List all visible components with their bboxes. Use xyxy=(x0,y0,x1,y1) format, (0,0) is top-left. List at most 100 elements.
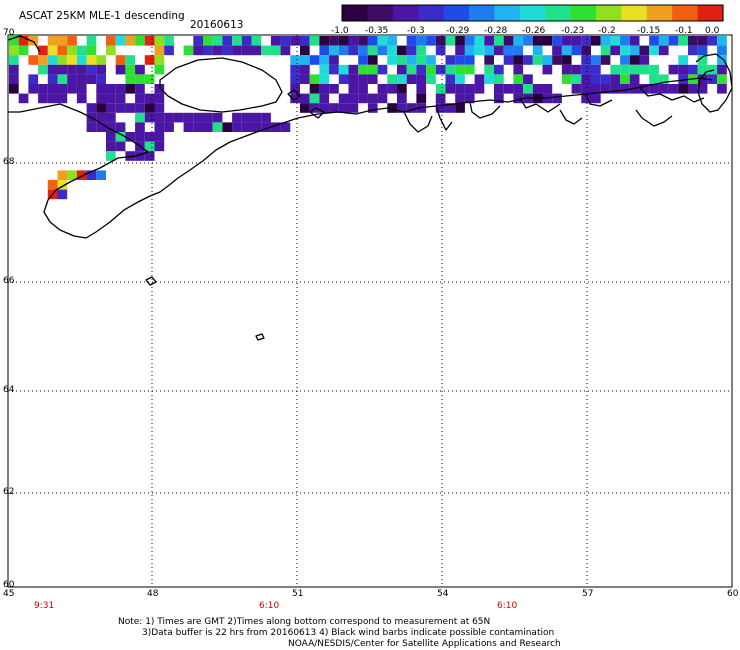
wind-cell xyxy=(358,55,368,65)
wind-cell xyxy=(629,64,640,75)
wind-cell xyxy=(717,55,727,65)
wind-cell xyxy=(115,122,126,132)
wind-cell xyxy=(494,93,504,104)
wind-cell xyxy=(561,55,572,65)
wind-cell xyxy=(57,93,68,104)
wind-cell xyxy=(76,93,87,104)
wind-cell xyxy=(241,36,252,46)
wind-cell xyxy=(329,36,339,46)
colorbar-label: -0.2 xyxy=(598,26,616,36)
wind-cell xyxy=(397,55,407,65)
wind-cell xyxy=(397,45,407,56)
wind-cell xyxy=(280,45,291,56)
wind-cell xyxy=(552,45,562,56)
wind-cell xyxy=(309,84,320,94)
wind-cell xyxy=(183,122,194,132)
colorbar-swatch xyxy=(418,5,445,21)
wind-cell xyxy=(47,74,58,84)
wind-cell xyxy=(668,84,679,94)
wind-cell xyxy=(513,74,524,84)
wind-cell xyxy=(600,36,611,46)
wind-cell xyxy=(154,84,165,94)
wind-cell xyxy=(367,64,378,75)
wind-cell xyxy=(28,36,39,46)
colorbar-label: -0.26 xyxy=(522,26,546,36)
wind-cell xyxy=(435,45,446,56)
wind-cell xyxy=(300,64,310,75)
wind-cell xyxy=(203,45,213,56)
wind-cell xyxy=(9,55,19,65)
wind-cell xyxy=(435,103,446,113)
colorbar-swatch xyxy=(494,5,521,21)
wind-cell xyxy=(358,84,368,94)
wind-cell xyxy=(183,45,194,56)
wind-cell xyxy=(280,36,291,46)
wind-cell xyxy=(38,93,48,104)
wind-cell xyxy=(135,103,145,113)
wind-cell xyxy=(319,45,330,56)
wind-cell xyxy=(591,93,601,104)
wind-cell xyxy=(154,45,165,56)
wind-cell xyxy=(513,36,524,46)
wind-cell xyxy=(125,64,136,75)
wind-cell xyxy=(135,74,145,84)
wind-cell xyxy=(426,64,436,75)
wind-cell xyxy=(125,84,136,94)
wind-cell xyxy=(164,122,174,132)
wind-cell xyxy=(67,55,77,65)
wind-cell xyxy=(135,93,145,104)
wind-cell xyxy=(688,64,698,75)
wind-cell xyxy=(494,36,504,46)
wind-cell xyxy=(57,84,68,94)
wind-cell xyxy=(697,45,708,56)
wind-cell xyxy=(319,64,330,75)
wind-cell xyxy=(523,55,533,65)
map-panel xyxy=(7,34,733,588)
wind-cell xyxy=(523,84,533,94)
wind-cell xyxy=(649,84,659,94)
wind-cell xyxy=(154,36,165,46)
wind-cell xyxy=(503,36,514,46)
wind-cell xyxy=(610,45,621,56)
wind-cell xyxy=(86,170,97,180)
colorbar-swatch xyxy=(443,5,470,21)
wind-cell xyxy=(76,55,87,65)
wind-cell xyxy=(503,55,514,65)
wind-cell xyxy=(688,45,698,56)
wind-cell xyxy=(591,55,601,65)
wind-cell xyxy=(67,170,77,180)
wind-cell xyxy=(9,36,19,46)
wind-cell xyxy=(649,36,659,46)
wind-cell xyxy=(86,103,97,113)
wind-cell xyxy=(494,64,504,75)
wind-cell xyxy=(513,45,524,56)
wind-cell xyxy=(348,93,359,104)
wind-cell xyxy=(494,45,504,56)
wind-cell xyxy=(47,36,58,46)
lat-label: 66 xyxy=(3,276,15,286)
colorbar-label: -0.15 xyxy=(637,26,661,36)
wind-cell xyxy=(435,36,446,46)
wind-cell xyxy=(532,84,543,94)
wind-cell xyxy=(319,36,330,46)
wind-cell xyxy=(358,36,368,46)
wind-cell xyxy=(494,74,504,84)
wind-cell xyxy=(290,93,300,104)
wind-cell xyxy=(96,112,106,123)
wind-cell xyxy=(144,141,155,152)
wind-cell xyxy=(232,45,242,56)
note-line: NOAA/NESDIS/Center for Satellite Applica… xyxy=(288,639,561,649)
wind-cell xyxy=(67,64,77,75)
wind-cell xyxy=(135,122,145,132)
wind-cell xyxy=(591,64,601,75)
wind-cell xyxy=(203,112,213,123)
wind-cell xyxy=(387,36,397,46)
wind-cell xyxy=(620,55,630,65)
wind-cell xyxy=(280,122,291,132)
wind-cell xyxy=(338,93,349,104)
wind-cell xyxy=(484,64,494,75)
wind-cell xyxy=(552,36,562,46)
wind-cell xyxy=(445,55,456,65)
wind-cell xyxy=(193,45,203,56)
wind-cell xyxy=(377,45,388,56)
